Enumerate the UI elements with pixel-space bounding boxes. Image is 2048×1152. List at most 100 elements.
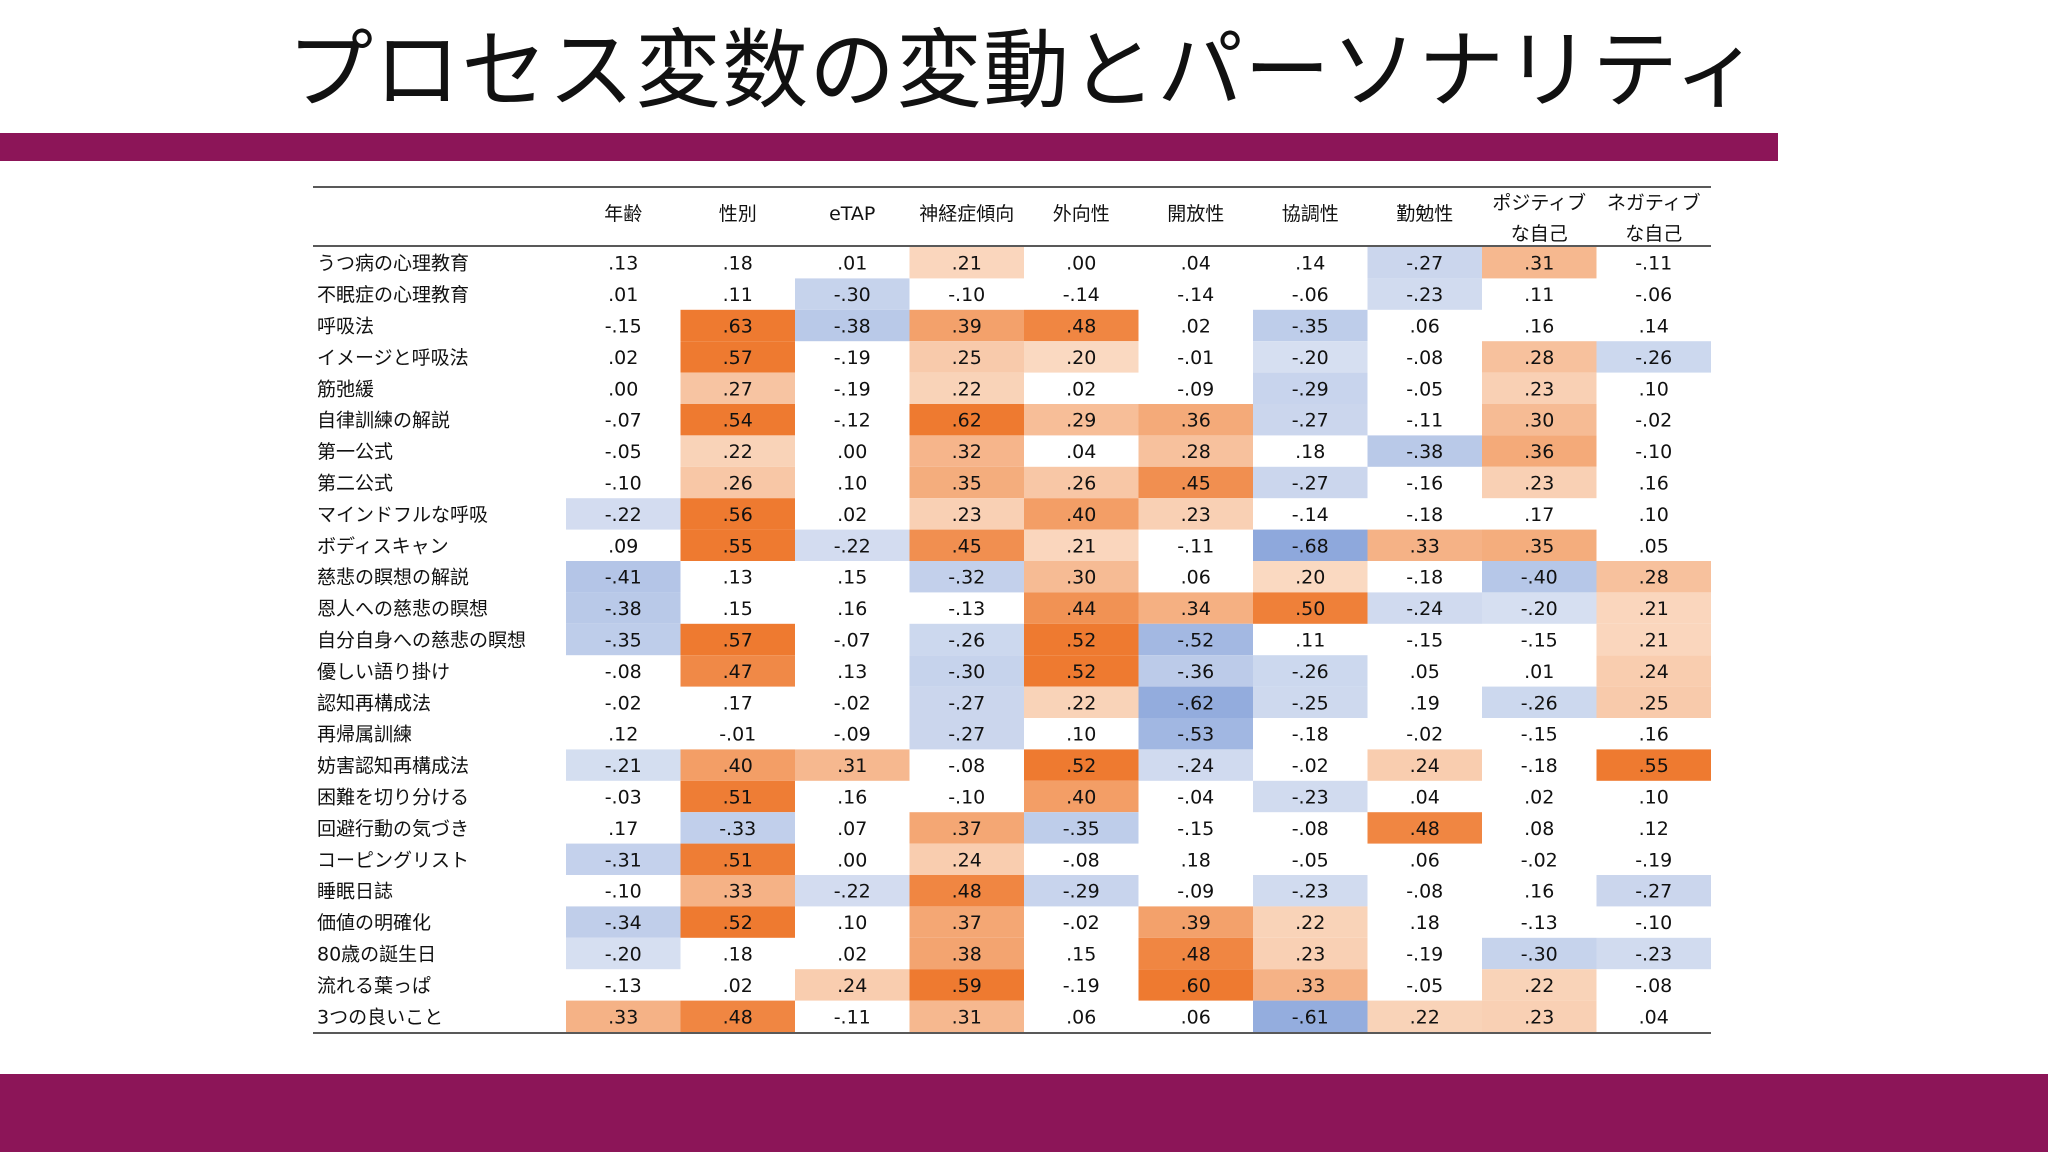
heatmap-cell [1253,592,1368,624]
cell-value: .15 [723,598,753,620]
heatmap-cell [1482,686,1597,718]
cell-value: .16 [1524,316,1554,338]
cell-value: -.16 [1406,473,1443,495]
heatmap-cell [1253,686,1368,718]
heatmap-cell [680,749,795,781]
heatmap-cell [566,843,681,875]
heatmap-cell [1482,1000,1597,1032]
cell-value: .23 [1181,504,1211,526]
cell-value: .26 [1066,473,1096,495]
cell-value: .19 [1410,692,1440,714]
cell-value: .35 [952,473,982,495]
cell-value: .39 [952,316,982,338]
heatmap-cell [1024,655,1139,687]
heatmap-cell [909,247,1024,279]
column-header: ネガティブ [1607,191,1701,214]
cell-value: -.18 [1292,724,1329,746]
cell-value: -.26 [1635,347,1672,369]
cell-value: .04 [1181,253,1211,275]
cell-value: .24 [1639,661,1669,683]
cell-value: .13 [837,661,867,683]
column-header: 外向性 [1053,203,1110,225]
row-label: イメージと呼吸法 [317,347,469,369]
heatmap-cell [566,561,681,593]
cell-value: -.27 [948,692,985,714]
cell-value: -.30 [1521,944,1558,966]
cell-value: .62 [952,410,982,432]
heatmap-cell [1482,435,1597,467]
heatmap-cell [680,812,795,844]
cell-value: -.18 [1406,567,1443,589]
cell-value: .26 [723,473,753,495]
heatmap-cell [1596,341,1711,373]
cell-value: .04 [1410,787,1440,809]
heatmap-cell [566,623,681,656]
heatmap-cell [1138,623,1253,656]
heatmap-cell [680,1000,795,1032]
cell-value: .24 [837,975,867,997]
heatmap-cell [1024,875,1139,907]
heatmap-cell [680,466,795,499]
row-label: 妨害認知再構成法 [317,755,469,777]
cell-value: -.02 [1292,755,1329,777]
heatmap-cell [1024,561,1139,593]
cell-value: .12 [1639,818,1669,840]
cell-value: .22 [1410,1006,1440,1028]
cell-value: -.20 [1521,598,1558,620]
cell-value: -.29 [1063,881,1100,903]
cell-value: .18 [1295,441,1325,463]
heatmap-cell [909,1000,1024,1032]
heatmap-cell [1367,1000,1482,1032]
cell-value: -.02 [1635,410,1672,432]
heatmap-cell [680,404,795,436]
cell-value: .10 [837,912,867,934]
cell-value: .40 [1066,787,1096,809]
heatmap-cell [1024,404,1139,436]
heatmap-cell [1367,435,1482,467]
cell-value: .05 [1639,535,1669,557]
cell-value: .32 [952,441,982,463]
heatmap-cell [1596,875,1711,907]
cell-value: .11 [1524,284,1554,306]
cell-value: .22 [1524,975,1554,997]
cell-value: -.68 [1292,535,1329,557]
cell-value: -.02 [605,692,642,714]
cell-value: .20 [1295,567,1325,589]
cell-value: .31 [1524,253,1554,275]
cell-value: -.27 [1292,473,1329,495]
row-label: 呼吸法 [317,316,374,338]
heatmap-cell [909,906,1024,938]
cell-value: .28 [1181,441,1211,463]
cell-value: .54 [723,410,753,432]
cell-value: .55 [1639,755,1669,777]
heatmap-cell [1138,937,1253,970]
heatmap-cell [909,655,1024,687]
row-label: ボディスキャン [317,535,449,557]
cell-value: -.38 [1406,441,1443,463]
heatmap-cell [1253,655,1368,687]
heatmap-cell [1138,906,1253,938]
cell-value: .17 [723,692,753,714]
cell-value: .48 [1181,944,1211,966]
cell-value: -.01 [1177,347,1214,369]
heatmap-cell [795,529,910,561]
cell-value: .24 [952,849,982,871]
cell-value: -.07 [605,410,642,432]
cell-value: .31 [837,755,867,777]
column-header: 性別 [719,203,757,225]
cell-value: .16 [1524,881,1554,903]
cell-value: .16 [1639,724,1669,746]
cell-value: -.08 [1406,347,1443,369]
cell-value: .40 [723,755,753,777]
heatmap-cell [909,435,1024,467]
cell-value: .28 [1524,347,1554,369]
cell-value: .33 [1295,975,1325,997]
cell-value: .44 [1066,598,1096,620]
cell-value: .21 [1639,630,1669,652]
heatmap-cell [1367,592,1482,624]
heatmap-cell [1482,561,1597,593]
heatmap-cell [1024,623,1139,656]
heatmap-cell [1367,749,1482,781]
heatmap-cell [909,466,1024,499]
cell-value: .06 [1181,567,1211,589]
